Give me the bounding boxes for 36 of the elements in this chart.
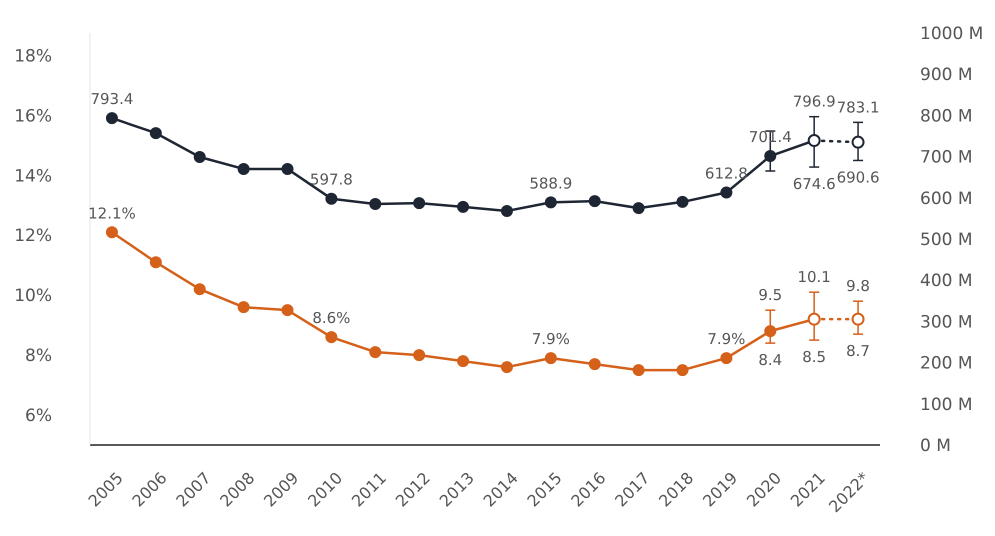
y2-tick-label: 900 M xyxy=(920,65,973,86)
y2-tick-label: 1000 M xyxy=(920,24,984,44)
annotation: 8.5 xyxy=(802,348,826,366)
y2-tick-label: 400 M xyxy=(920,271,973,292)
y2-tick-label: 600 M xyxy=(920,188,973,209)
y-tick-label: 18% xyxy=(14,46,52,66)
y2-tick-label: 700 M xyxy=(920,148,973,168)
annotation: 8.7 xyxy=(846,342,870,360)
annotation: 690.6 xyxy=(836,168,880,186)
y2-tick-label: 800 M xyxy=(920,106,973,126)
y-tick-label: 14% xyxy=(14,166,52,186)
y2-tick-label: 200 M xyxy=(920,354,973,374)
data-label: 7.9% xyxy=(532,330,570,348)
annotation: 796.9 xyxy=(792,92,836,111)
y2-tick-label: 0 M xyxy=(920,436,951,456)
y2-tick-label: 500 M xyxy=(920,230,973,250)
data-label: 597.8 xyxy=(310,170,353,189)
data-label: 12.1% xyxy=(88,204,136,222)
annotation: 783.1 xyxy=(836,98,880,116)
data-label: 7.9% xyxy=(707,330,746,348)
y-tick-label: 16% xyxy=(14,106,52,126)
y-tick-label: 6% xyxy=(25,406,52,426)
y2-tick-label: 300 M xyxy=(920,312,973,332)
y-tick-label: 12% xyxy=(14,226,52,246)
annotation: 9.5 xyxy=(758,286,782,304)
y-tick-label: 8% xyxy=(25,346,52,366)
annotation: 10.1 xyxy=(797,268,831,286)
annotation: 674.6 xyxy=(792,175,836,194)
y2-tick-label: 100 M xyxy=(920,394,973,415)
data-label: 793.4 xyxy=(90,90,134,108)
data-label: 8.6% xyxy=(312,309,350,328)
data-label: 588.9 xyxy=(529,174,572,192)
annotation: 8.4 xyxy=(758,351,782,370)
annotation: 9.8 xyxy=(846,277,870,296)
data-label: 612.8 xyxy=(704,164,748,183)
y-tick-label: 10% xyxy=(14,286,52,306)
